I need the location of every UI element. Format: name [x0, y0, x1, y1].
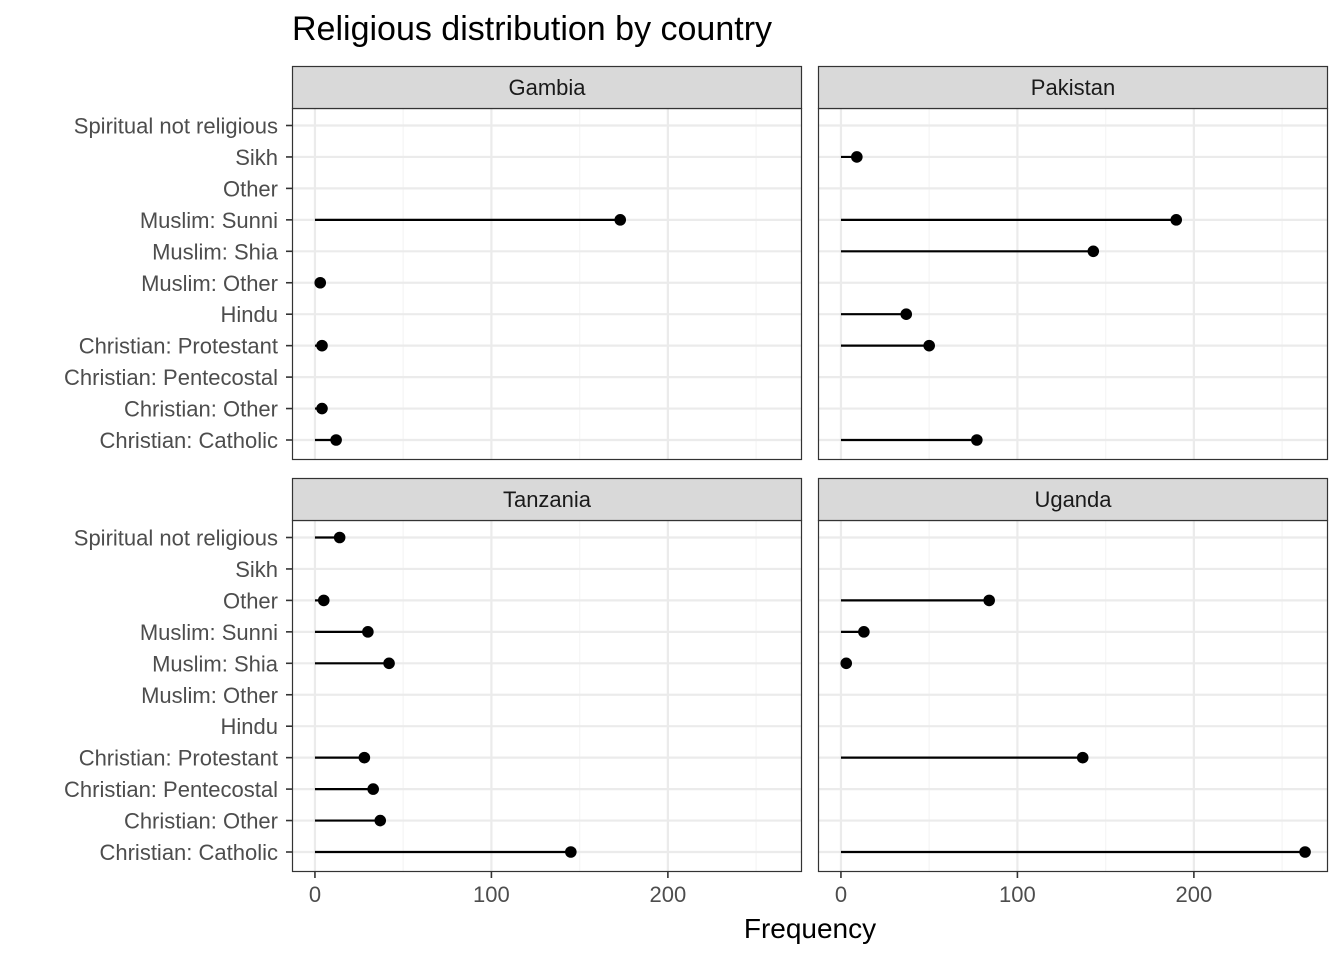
- lollipop-point: [367, 783, 379, 795]
- x-tick-label: 0: [835, 882, 847, 907]
- y-tick-label: Hindu: [221, 302, 278, 327]
- lollipop-point: [316, 339, 328, 352]
- lollipop-point: [333, 531, 346, 544]
- y-tick-label: Muslim: Shia: [152, 651, 279, 676]
- lollipop-point: [362, 626, 374, 638]
- facet-strip: [291, 65, 803, 110]
- panel-background: [818, 108, 1328, 460]
- x-tick-label: 100: [999, 882, 1036, 907]
- lollipop-point: [374, 814, 387, 827]
- y-tick-label: Christian: Other: [124, 809, 278, 834]
- lollipop-point: [1076, 751, 1089, 764]
- y-tick-label: Christian: Protestant: [79, 334, 278, 359]
- panel-background: [292, 520, 802, 872]
- y-tick-label: Muslim: Shia: [152, 239, 279, 264]
- facet-strip-label: Pakistan: [1031, 75, 1115, 100]
- lollipop-point: [1087, 245, 1100, 258]
- lollipop-point: [358, 751, 371, 764]
- y-tick-label: Muslim: Sunni: [140, 620, 278, 645]
- y-tick-label: Christian: Other: [124, 397, 278, 422]
- lollipop-point: [330, 434, 342, 446]
- chart-title: Religious distribution by country: [292, 10, 772, 48]
- lollipop-point: [565, 846, 577, 858]
- facet-panel-pakistan: Pakistan: [817, 65, 1329, 461]
- y-tick-label: Spiritual not religious: [74, 526, 278, 551]
- y-tick-label: Muslim: Sunni: [140, 208, 278, 233]
- lollipop-point: [317, 594, 330, 607]
- lollipop-point: [314, 276, 327, 289]
- y-tick-label: Christian: Catholic: [99, 428, 278, 453]
- lollipop-point: [858, 626, 870, 638]
- lollipop-point: [316, 402, 328, 415]
- y-tick-label: Muslim: Other: [141, 683, 278, 708]
- facet-panels: Gambia Christian: Catholic Christian: Othe…: [64, 65, 1329, 907]
- y-tick-label: Muslim: Other: [141, 271, 278, 296]
- y-tick-label: Christian: Protestant: [79, 746, 278, 771]
- lollipop-point: [1299, 846, 1311, 858]
- lollipop-point: [1170, 214, 1183, 226]
- lollipop-point: [383, 657, 395, 670]
- y-tick-label: Christian: Pentecostal: [64, 777, 278, 802]
- facet-strip-label: Gambia: [508, 75, 586, 100]
- lollipop-point: [851, 151, 863, 163]
- y-tick-label: Other: [223, 176, 278, 201]
- facet-strip: [817, 65, 1329, 110]
- lollipop-point: [900, 308, 913, 321]
- x-tick-label: 0: [309, 882, 321, 907]
- y-tick-label: Hindu: [221, 714, 278, 739]
- facet-panel-uganda: Uganda 0 100 200: [817, 477, 1329, 907]
- lollipop-point: [923, 339, 935, 352]
- lollipop-point: [983, 594, 995, 607]
- x-tick-label: 200: [650, 882, 687, 907]
- y-tick-label: Sikh: [235, 145, 278, 170]
- facet-strip-label: Uganda: [1034, 487, 1112, 512]
- x-axis-title: Frequency: [744, 913, 876, 944]
- x-tick-label: 200: [1176, 882, 1213, 907]
- y-tick-label: Sikh: [235, 557, 278, 582]
- facet-strip: [817, 477, 1329, 522]
- panel-background: [292, 108, 802, 460]
- facet-strip: [291, 477, 803, 522]
- facet-panel-tanzania: Tanzania Christian: Catholic Christian: Ot…: [64, 477, 803, 907]
- facet-panel-gambia: Gambia Christian: Catholic Christian: Othe…: [64, 65, 803, 461]
- panel-background: [818, 520, 1328, 872]
- lollipop-point: [840, 657, 853, 670]
- lollipop-point: [971, 434, 983, 446]
- x-tick-label: 100: [473, 882, 510, 907]
- y-tick-label: Christian: Pentecostal: [64, 365, 278, 390]
- y-tick-label: Spiritual not religious: [74, 114, 278, 139]
- lollipop-point: [614, 214, 627, 226]
- facet-strip-label: Tanzania: [503, 487, 592, 512]
- y-tick-label: Christian: Catholic: [99, 840, 278, 865]
- y-tick-label: Other: [223, 588, 278, 613]
